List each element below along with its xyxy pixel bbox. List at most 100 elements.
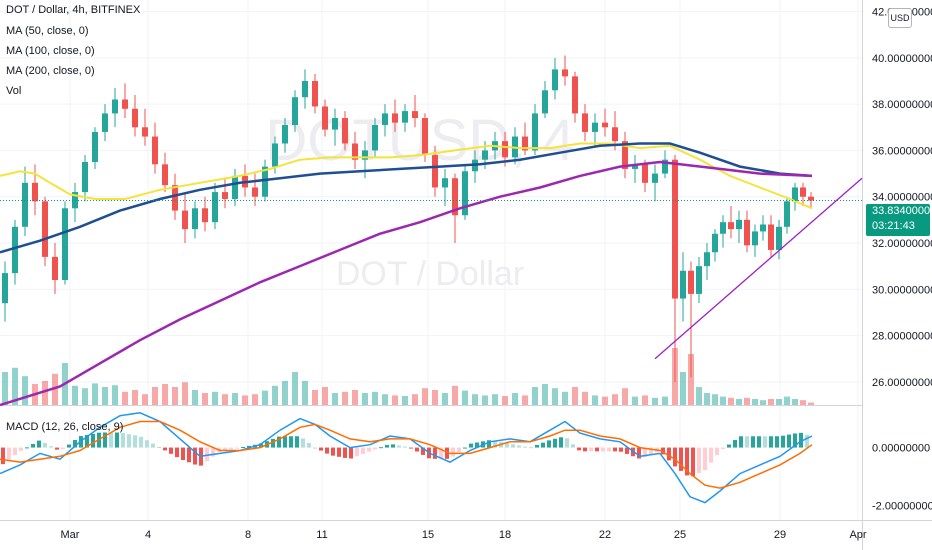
macd-histogram-bar	[445, 447, 449, 459]
macd-histogram-bar	[259, 443, 263, 448]
price-tick-label: 26.00000000	[872, 377, 932, 389]
macd-histogram-bar	[163, 447, 167, 451]
candle-body	[542, 90, 548, 114]
macd-histogram-bar	[583, 447, 587, 452]
macd-histogram-bar	[49, 446, 53, 448]
macd-histogram-bar	[373, 447, 377, 450]
macd-histogram-bar	[421, 447, 425, 455]
candle-body	[612, 127, 618, 142]
symbol-title: DOT / Dollar, 4h, BITFINEX	[6, 4, 141, 16]
volume-bar	[412, 394, 418, 405]
candle-body	[736, 219, 742, 230]
macd-histogram-bar	[649, 447, 653, 455]
candle-body	[696, 266, 702, 294]
candle-body	[252, 187, 258, 197]
volume-bar	[52, 373, 58, 405]
macd-histogram-bar	[175, 447, 179, 458]
candle-body	[142, 127, 148, 137]
macd-histogram-bar	[487, 440, 491, 448]
legend-ma50[interactable]: MA (50, close, 0)	[6, 25, 89, 37]
price-tick-label: 36.00000000	[872, 145, 932, 157]
macd-histogram-bar	[451, 447, 455, 457]
volume-bar	[522, 395, 528, 405]
macd-histogram-bar	[277, 436, 281, 448]
volume-bar	[442, 393, 448, 405]
volume-bar	[462, 390, 468, 405]
volume-bar	[272, 385, 278, 405]
macd-histogram-bar	[787, 434, 791, 448]
candle-body	[62, 208, 68, 281]
candle-body	[752, 231, 758, 246]
macd-histogram-bar	[67, 444, 71, 448]
currency-button[interactable]: USD	[888, 8, 912, 28]
volume-bar	[122, 391, 128, 405]
macd-histogram-bar	[247, 445, 251, 448]
macd-histogram-bar	[133, 435, 137, 448]
candle-body	[452, 178, 458, 216]
candle-body	[760, 224, 766, 232]
macd-histogram-bar	[505, 443, 509, 448]
volume-bar	[552, 388, 558, 405]
candle-body	[112, 99, 118, 114]
macd-histogram-bar	[559, 437, 563, 448]
volume-bar	[532, 387, 538, 405]
macd-histogram-bar	[349, 447, 353, 459]
macd-histogram-bar	[391, 444, 395, 448]
legend-macd[interactable]: MACD (12, 26, close, 9)	[6, 421, 124, 433]
macd-histogram-bar	[763, 436, 767, 448]
legend-vol[interactable]: Vol	[6, 85, 22, 97]
candle-body	[522, 136, 528, 151]
candle-body	[502, 141, 508, 158]
candle-body	[372, 124, 378, 151]
volume-bar	[182, 382, 188, 405]
candle-body	[2, 273, 8, 304]
candle-body	[332, 118, 338, 130]
macd-histogram-bar	[313, 447, 317, 449]
volume-bar	[512, 393, 518, 405]
volume-bar	[262, 390, 268, 405]
candle-body	[262, 166, 268, 197]
candle-body	[362, 150, 368, 160]
candle-body	[800, 187, 806, 197]
volume-bar	[372, 391, 378, 405]
candle-body	[592, 122, 598, 132]
volume-bar	[252, 394, 258, 405]
macd-histogram-bar	[673, 447, 677, 467]
legend-ma100[interactable]: MA (100, close, 0)	[6, 45, 95, 57]
macd-histogram-bar	[535, 444, 539, 448]
volume-bar	[612, 394, 618, 405]
macd-histogram-bar	[211, 447, 215, 457]
candle-body	[562, 69, 568, 77]
macd-histogram-bar	[37, 440, 41, 448]
volume-bar	[652, 397, 658, 405]
candle-body	[292, 97, 298, 125]
volume-bar	[632, 396, 638, 405]
candle-body	[42, 201, 48, 257]
candle-body	[272, 143, 278, 167]
volume-bar	[572, 387, 578, 405]
price-tick-label: 40.00000000	[872, 53, 932, 65]
volume-bar	[768, 399, 774, 405]
macd-histogram-bar	[25, 447, 29, 449]
volume-bar	[172, 387, 178, 405]
macd-histogram-bar	[283, 436, 287, 448]
macd-histogram-bar	[517, 445, 521, 448]
macd-histogram-bar	[805, 434, 809, 448]
candle-body	[232, 175, 238, 200]
candle-body	[92, 131, 98, 162]
candle-body	[32, 182, 38, 202]
macd-histogram-bar	[529, 447, 533, 449]
legend-ma200[interactable]: MA (200, close, 0)	[6, 65, 95, 77]
time-tick-label: 18	[499, 529, 511, 541]
volume-bar	[680, 372, 686, 405]
volume-bar	[142, 394, 148, 405]
price-tick-label: 30.00000000	[872, 284, 932, 296]
macd-histogram-bar	[475, 442, 479, 448]
macd-histogram-bar	[679, 447, 683, 471]
macd-histogram-bar	[661, 447, 665, 455]
macd-histogram-bar	[61, 447, 65, 450]
volume-bar	[332, 393, 338, 405]
watermark-name: DOT / Dollar	[336, 255, 524, 293]
macd-histogram-bar	[523, 446, 527, 448]
